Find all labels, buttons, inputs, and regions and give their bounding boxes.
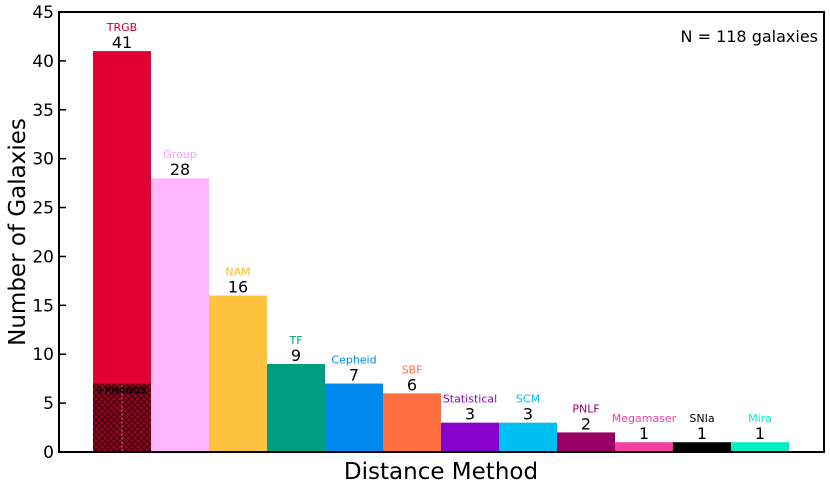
category-label-cepheid: Cepheid (331, 354, 376, 367)
bar-cepheid (325, 383, 383, 452)
y-tick-label-25: 25 (32, 199, 54, 219)
y-tick-label-35: 35 (32, 101, 54, 121)
bar-scm (499, 422, 557, 452)
value-label-cepheid: 7 (349, 366, 359, 385)
y-tick-label-15: 15 (32, 296, 54, 316)
plot-frame (58, 11, 825, 453)
y-tick-label-10: 10 (32, 345, 54, 365)
bar-group (151, 178, 209, 452)
y-tick-label-5: 5 (43, 394, 54, 414)
y-axis-ticks: 0 5 10 15 20 25 30 35 40 45 (32, 3, 66, 463)
value-label-snia: 1 (697, 424, 707, 443)
category-label-trgb: TRGB (106, 21, 137, 34)
value-label-sbf: 6 (407, 375, 417, 394)
category-label-statistical: Statistical (443, 393, 497, 406)
value-label-pnlf: 2 (581, 414, 591, 433)
bar-nam (209, 295, 267, 452)
value-label-trgb: 41 (112, 33, 132, 52)
category-label-megamaser: Megamaser (612, 412, 677, 425)
value-label-tf: 9 (291, 346, 301, 365)
category-label-nam: NAM (225, 266, 250, 279)
bar-megamaser (615, 442, 673, 452)
bar-pnlf (557, 432, 615, 452)
category-label-pnlf: PNLF (572, 402, 599, 415)
y-tick-label-40: 40 (32, 52, 54, 72)
sample-size-annotation: N = 118 galaxies (681, 27, 818, 46)
category-label-mira: Mira (748, 412, 772, 425)
bar-tf (267, 364, 325, 452)
category-label-sbf: SBF (402, 363, 423, 376)
value-label-statistical: 3 (465, 405, 475, 424)
y-axis-label: Number of Galaxies (5, 118, 31, 346)
y-tick-label-0: 0 (43, 443, 54, 463)
x-axis-label: Distance Method (344, 459, 538, 485)
category-label-group: Group (163, 148, 197, 161)
bar-mira (731, 442, 789, 452)
bar-labels-layer: 41TRGB28Group16NAM9TF7Cepheid6SBF3Statis… (97, 21, 772, 443)
value-label-nam: 16 (228, 278, 248, 297)
value-label-group: 28 (170, 160, 190, 179)
bars-layer (93, 51, 789, 452)
y-tick-label-30: 30 (32, 150, 54, 170)
bar-sbf (383, 393, 441, 452)
y-tick-label-45: 45 (32, 3, 54, 23)
category-label-tf: TF (288, 334, 302, 347)
value-label-megamaser: 1 (639, 424, 649, 443)
category-label-snia: SNIa (689, 412, 714, 425)
bar-snia (673, 442, 731, 452)
value-label-mira: 1 (755, 424, 765, 443)
phangs-subset-label: +PHANGS (97, 387, 147, 397)
y-tick-label-20: 20 (32, 247, 54, 267)
category-label-scm: SCM (516, 393, 540, 406)
value-label-scm: 3 (523, 405, 533, 424)
bar-statistical (441, 422, 499, 452)
